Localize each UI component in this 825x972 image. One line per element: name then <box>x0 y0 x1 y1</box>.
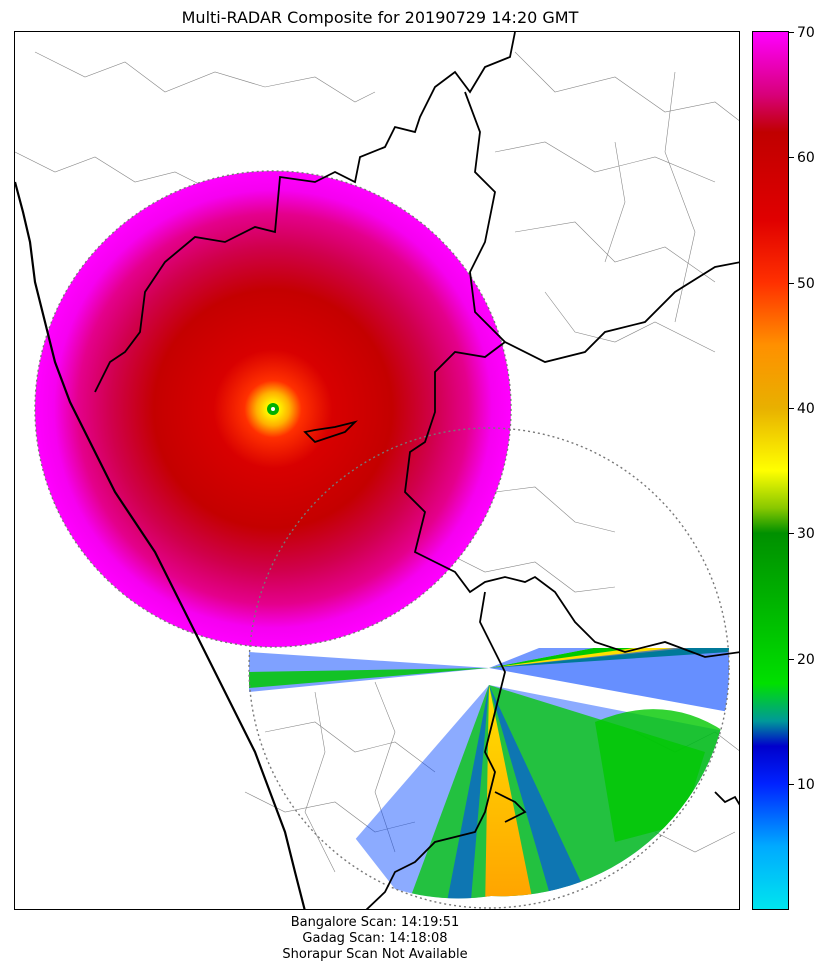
bangalore-radar-echo <box>249 648 729 899</box>
colorbar-gradient <box>753 32 788 909</box>
bangalore-range-ring <box>248 427 730 909</box>
tick-label-10: 10 <box>797 777 815 793</box>
footer-gadag-scan: Gadag Scan: 14:18:08 <box>302 931 448 946</box>
tick-mark-20 <box>789 659 794 660</box>
footer-shorapur-scan: Shorapur Scan Not Available <box>282 947 468 962</box>
coastline <box>15 181 306 909</box>
radar-map-canvas <box>15 32 739 909</box>
tick-mark-50 <box>789 283 794 284</box>
tick-label-40: 40 <box>797 401 815 417</box>
tick-label-60: 60 <box>797 150 815 166</box>
tick-mark-70 <box>789 32 794 33</box>
radar-map <box>14 31 740 910</box>
footer-bangalore-scan: Bangalore Scan: 14:19:51 <box>290 915 460 930</box>
tick-label-20: 20 <box>797 652 815 668</box>
gadag-range-ring <box>34 170 512 648</box>
colorbar <box>752 31 789 910</box>
tick-mark-40 <box>789 408 794 409</box>
colorbar-fill <box>753 32 788 909</box>
tick-mark-60 <box>789 157 794 158</box>
state-boundaries <box>94 32 739 909</box>
tick-mark-30 <box>789 533 794 534</box>
tick-mark-10 <box>789 784 794 785</box>
tick-label-50: 50 <box>797 276 815 292</box>
tick-label-70: 70 <box>797 25 815 41</box>
tick-label-30: 30 <box>797 526 815 542</box>
map-title: Multi-RADAR Composite for 20190729 14:20… <box>181 8 579 27</box>
